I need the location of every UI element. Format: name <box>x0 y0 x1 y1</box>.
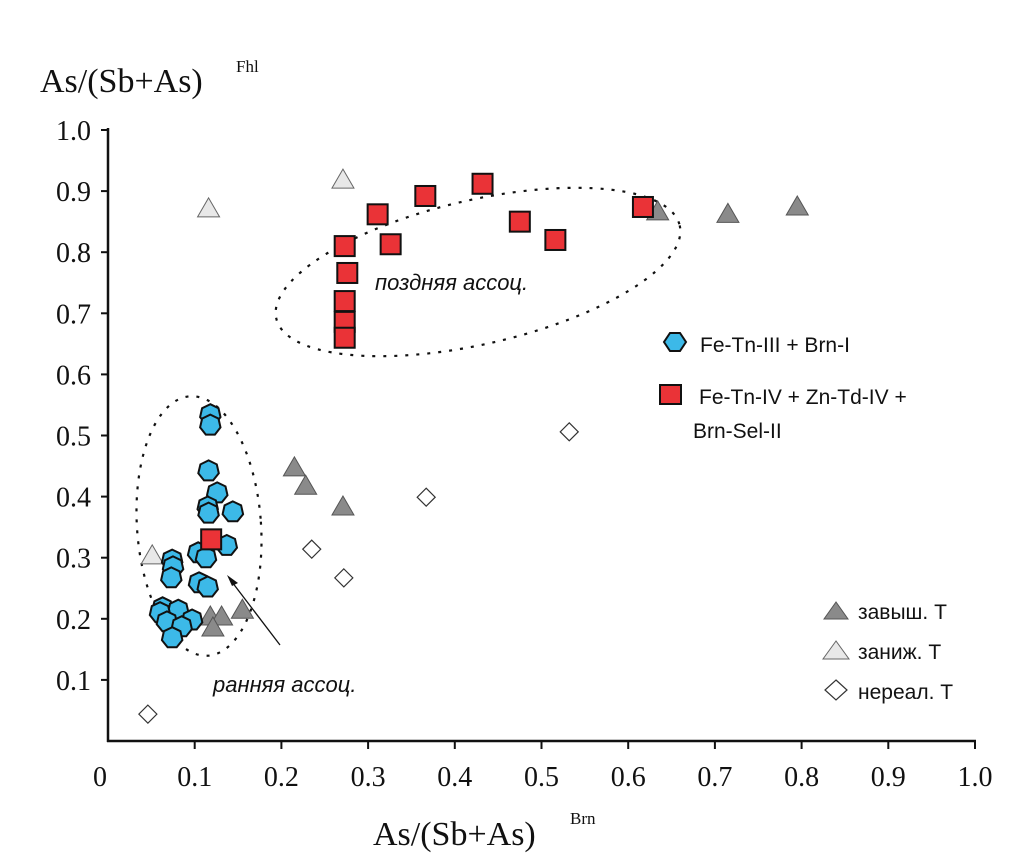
x-tick-label: 0.6 <box>611 762 646 793</box>
y-axis-title-superscript: Fhl <box>236 57 259 76</box>
x-tick-label: 0.7 <box>697 762 732 793</box>
legend-label-blue: Fe-Tn-III + Brn-I <box>700 334 850 357</box>
legend-hexagon-icon <box>662 332 688 352</box>
y-tick-label: 0.9 <box>56 177 91 208</box>
point-triangle-light <box>140 543 165 565</box>
point-triangle-dark <box>331 494 355 516</box>
point-square <box>471 172 494 195</box>
early-association-arrow <box>231 581 281 646</box>
point-hexagon <box>160 626 184 649</box>
point-triangle-dark <box>785 194 810 216</box>
x-tick-label: 0.8 <box>784 762 819 793</box>
point-triangle-dark <box>282 455 307 477</box>
y-tick-label: 0.3 <box>56 544 91 575</box>
point-triangle-light <box>331 168 355 189</box>
legend-diamond-icon <box>824 679 848 701</box>
point-square <box>366 203 389 226</box>
y-tick-label: 0.8 <box>56 238 91 269</box>
y-tick-label: 0.1 <box>56 666 91 697</box>
point-hexagon <box>196 575 219 598</box>
x-axis-title: As/(Sb+As) <box>373 816 536 853</box>
legend-label-low-t: заниж. T <box>858 641 941 664</box>
point-triangle-light <box>196 196 221 218</box>
point-diamond <box>138 704 158 724</box>
point-square <box>508 210 531 233</box>
point-square <box>414 184 437 207</box>
legend-dark-triangle-icon <box>823 601 849 620</box>
point-hexagon <box>199 413 222 436</box>
early-association-ellipse <box>135 395 263 657</box>
point-diamond <box>559 421 580 442</box>
point-square <box>336 261 359 284</box>
x-tick-label: 0.2 <box>264 762 299 793</box>
x-tick-label: 0.1 <box>177 762 212 793</box>
arrow-head-icon <box>227 575 238 586</box>
legend-label-red-line2: Brn-Sel-II <box>693 420 782 443</box>
legend-light-triangle-icon <box>822 640 850 660</box>
point-diamond <box>416 487 437 508</box>
point-diamond <box>333 568 354 588</box>
x-tick-label: 0.3 <box>351 762 386 793</box>
point-triangle-dark <box>716 202 740 223</box>
late-association-label: поздняя ассоц. <box>375 270 528 295</box>
point-square <box>631 195 654 218</box>
point-triangle-dark <box>230 598 255 619</box>
y-tick-label: 0.4 <box>56 483 91 514</box>
early-association-label: ранняя ассоц. <box>212 672 356 697</box>
legend: Fe-Tn-III + Brn-I Fe-Tn-IV + Zn-Td-IV + … <box>659 332 953 704</box>
point-diamond <box>301 539 322 559</box>
point-square <box>544 228 567 251</box>
point-square <box>200 528 223 551</box>
point-hexagon <box>160 566 183 589</box>
point-triangle-dark <box>209 604 234 626</box>
y-tick-label: 0.2 <box>56 605 91 636</box>
x-tick-label: 0.5 <box>524 762 559 793</box>
x-tick-label: 0.4 <box>437 762 472 793</box>
x-tick-label: 0.9 <box>871 762 906 793</box>
y-tick-label: 0.5 <box>56 422 91 453</box>
x-axis-title-superscript: Brn <box>570 809 596 828</box>
legend-label-red-line1: Fe-Tn-IV + Zn-Td-IV + <box>699 386 907 409</box>
x-tick-label: 0 <box>93 762 107 793</box>
y-tick-label: 0.6 <box>56 360 91 391</box>
point-hexagon <box>221 500 245 523</box>
x-tick-label: 1.0 <box>958 762 993 793</box>
legend-label-unreal-t: нереал. T <box>858 681 953 704</box>
point-hexagon <box>194 546 218 569</box>
point-triangle-dark <box>293 474 318 495</box>
y-axis-title: As/(Sb+As) <box>40 63 203 100</box>
point-hexagon <box>197 501 220 524</box>
point-square <box>333 290 356 313</box>
point-triangle-dark <box>201 615 225 637</box>
late-association-ellipse <box>274 186 682 358</box>
y-tick-label: 0.7 <box>56 299 91 330</box>
legend-square-icon <box>659 384 682 405</box>
y-tick-label: 1.0 <box>56 116 91 147</box>
legend-label-high-t: завыш. T <box>858 601 947 624</box>
point-hexagon <box>197 459 220 482</box>
point-square <box>333 326 356 349</box>
point-square <box>333 235 356 258</box>
point-square <box>379 233 402 256</box>
